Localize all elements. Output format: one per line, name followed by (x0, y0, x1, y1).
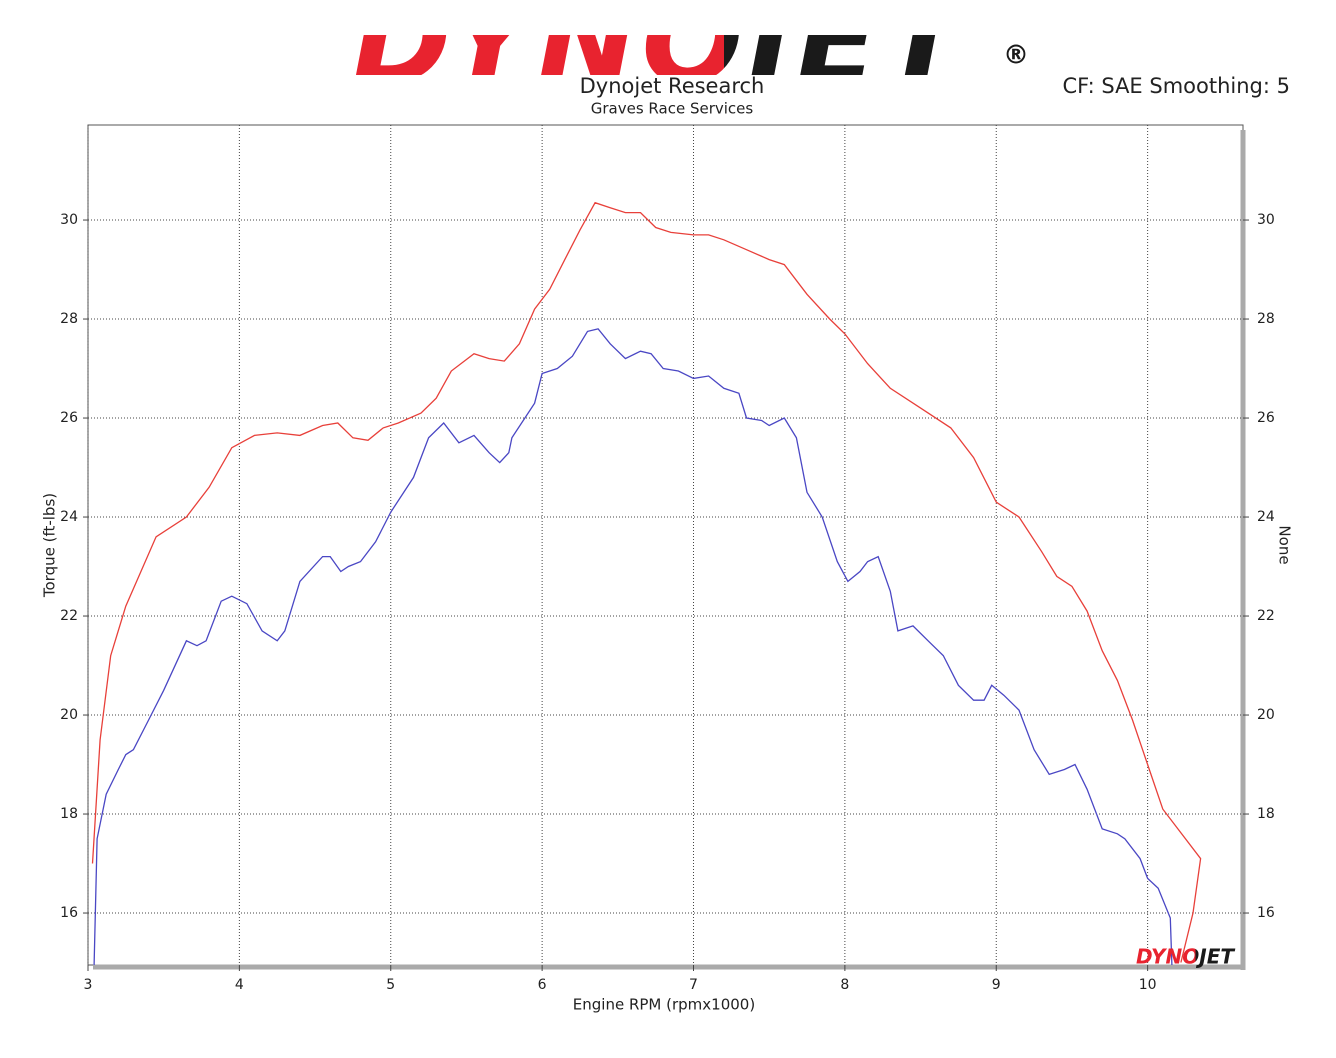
series-line (91, 201, 1202, 963)
y-tick-label: 20 (60, 707, 78, 723)
x-tick-label: 4 (235, 977, 244, 993)
y-tick-label: 16 (60, 905, 78, 921)
x-axis-label: Engine RPM (rpmx1000) (573, 996, 755, 1014)
logo-mark: ® (1003, 41, 1029, 71)
x-tick-label: 5 (386, 977, 395, 993)
y-axis-label: Torque (ft-lbs) (41, 493, 59, 598)
y2-tick-label: 26 (1257, 410, 1275, 426)
logo: DYNOJET (352, 0, 972, 112)
x-tick-label: 6 (538, 977, 547, 993)
y2-tick-label: 30 (1257, 212, 1275, 228)
y2-tick-label: 16 (1257, 905, 1275, 921)
chart-title: Dynojet Research (580, 74, 765, 98)
corner-logo: DYNOJET (1136, 945, 1235, 969)
x-tick-label: 10 (1139, 977, 1157, 993)
y-tick-label: 30 (60, 212, 78, 228)
y-tick-label: 26 (60, 410, 78, 426)
x-tick-label: 9 (992, 977, 1001, 993)
y-tick-label: 22 (60, 608, 78, 624)
logo-group: DYNOJET (352, 0, 972, 112)
x-tick-label: 7 (689, 977, 698, 993)
y2-tick-label: 24 (1257, 509, 1275, 525)
y2-tick-label: 28 (1257, 311, 1275, 327)
y2-tick-label: 18 (1257, 806, 1275, 822)
y-tick-label: 18 (60, 806, 78, 822)
y-tick-label: 24 (60, 509, 78, 525)
plot: 3 4 5 6 7 8 9 10 16 18 20 22 24 26 28 30 16 18 20 22 24 26 28 3… (60, 125, 1275, 993)
y2-tick-label: 20 (1257, 707, 1275, 723)
plot-frame (87, 124, 1244, 966)
info-text: CF: SAE Smoothing: 5 (1062, 74, 1290, 98)
y-tick-label: 28 (60, 311, 78, 327)
y2-axis-label: None (1276, 525, 1294, 564)
x-tick-label: 8 (840, 977, 849, 993)
series-line (93, 328, 1173, 966)
chart-subtitle: Graves Race Services (591, 100, 754, 118)
y2-tick-label: 22 (1257, 608, 1275, 624)
x-tick-label: 3 (84, 977, 93, 993)
